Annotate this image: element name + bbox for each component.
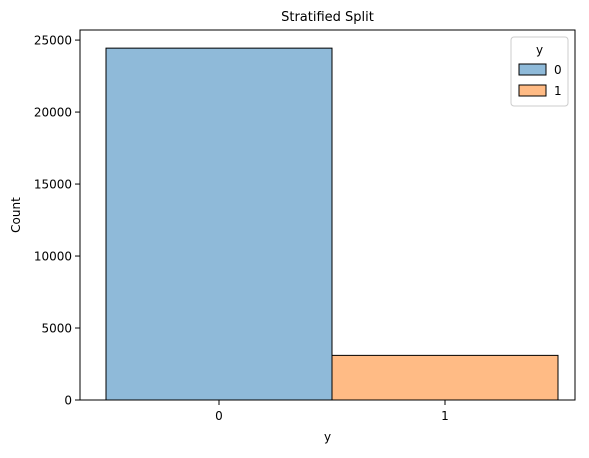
y-axis-label: Count [9, 197, 23, 233]
x-tick-label: 1 [441, 409, 449, 423]
legend-label-0: 0 [554, 63, 562, 77]
bar-1 [331, 354, 559, 401]
axes-frame [79, 29, 576, 401]
legend-title: y [536, 43, 543, 57]
legend-label-1: 1 [554, 84, 562, 98]
plot-area [105, 47, 559, 401]
chart-title: Stratified Split [281, 10, 374, 25]
legend: y 01 [510, 36, 569, 107]
x-tick-label: 0 [215, 409, 223, 423]
legend-swatch-0 [518, 63, 547, 76]
y-tick-label: 20000 [34, 106, 72, 120]
y-tick-label: 0 [64, 394, 72, 408]
legend-swatch-1 [518, 84, 547, 97]
y-tick-label: 25000 [34, 34, 72, 48]
y-axis: 0 5000 10000 15000 20000 25000 [34, 34, 80, 408]
y-tick-label: 5000 [41, 322, 72, 336]
y-tick-label: 15000 [34, 178, 72, 192]
x-axis-label: y [324, 430, 331, 444]
y-tick-label: 10000 [34, 250, 72, 264]
legend-entries: 01 [518, 63, 562, 98]
bar-0 [105, 47, 333, 401]
